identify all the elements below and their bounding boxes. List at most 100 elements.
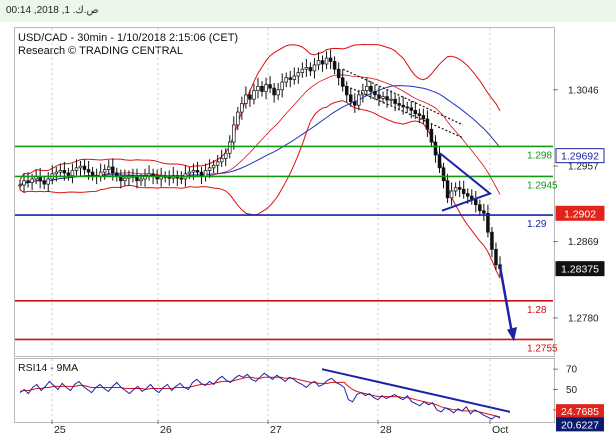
bollinger-lower-band (19, 100, 501, 279)
rsi-line (19, 372, 501, 420)
rsi-panel[interactable] (14, 358, 555, 423)
price-y-tick-label: 1.2869 (568, 237, 599, 248)
candle-body (308, 67, 313, 72)
candle-body (324, 57, 329, 65)
candle-body (18, 184, 22, 187)
candle-body (66, 172, 71, 176)
candle-body (207, 167, 212, 171)
candle-body (232, 124, 236, 143)
candle-body (111, 166, 115, 174)
candle-body (405, 106, 409, 109)
x-tick-label: 26 (160, 424, 172, 436)
candle-body (260, 85, 264, 92)
candle-body (90, 171, 95, 176)
candle-body (385, 96, 389, 101)
candle-body (365, 85, 369, 91)
candle-body (344, 85, 349, 96)
price-tag-label: 1.28375 (561, 264, 599, 276)
rsi-ma-line (19, 376, 501, 418)
x-tick-label: Oct (492, 424, 508, 436)
candle-body (187, 171, 192, 175)
candle-body (58, 170, 63, 173)
candle-body (474, 199, 478, 206)
candle-body (445, 180, 450, 199)
rsi-divergence-line (321, 368, 511, 413)
candle-body (191, 170, 196, 173)
price-tag (555, 261, 605, 277)
candle-body (292, 75, 297, 80)
top-bar: ص.ك. 1, 2018, 00:14 (0, 0, 616, 22)
rsi-value-tag-label: 24.7685 (561, 406, 599, 418)
moving-average-line (19, 85, 501, 186)
candle-body (312, 64, 317, 72)
candle-body (425, 118, 430, 130)
candle-body (389, 98, 393, 101)
candle-body (42, 180, 46, 185)
candle-body (244, 94, 248, 104)
candle-body (143, 175, 147, 180)
price-y-tick-label: 1.2957 (568, 162, 599, 173)
candle-body (288, 77, 293, 80)
candle-body (413, 110, 418, 115)
candle-body (227, 141, 232, 154)
candle-body (369, 85, 373, 92)
candle-body (494, 248, 498, 266)
candle-body (373, 91, 377, 96)
candle-body (353, 101, 357, 106)
candle-body (280, 81, 284, 91)
level-label: 1.2945 (527, 180, 558, 191)
rsi-y-tick-label: 70 (566, 365, 578, 376)
candle-body (30, 178, 34, 183)
candle-body (22, 180, 26, 186)
candle-body (264, 84, 268, 92)
candle-body (248, 94, 252, 100)
candle-body (377, 94, 381, 99)
candle-body (490, 231, 494, 250)
candle-body (54, 171, 59, 175)
candle-body (465, 193, 470, 197)
price-y-tick-label: 1.3046 (568, 85, 599, 96)
candle-body (409, 107, 414, 111)
candle-body (336, 68, 341, 79)
candle-body (421, 115, 426, 120)
channel-lower-line (342, 84, 464, 139)
candle-body (272, 87, 276, 96)
candle-body (86, 169, 91, 173)
candle-body (179, 177, 184, 180)
candle-body (304, 67, 309, 70)
price-tag (555, 148, 605, 164)
candle-body (70, 170, 75, 176)
x-tick-label: 28 (380, 424, 392, 436)
candle-body (328, 57, 333, 62)
candle-body (167, 176, 171, 179)
candle-body (381, 96, 385, 99)
x-tick-label: 27 (270, 424, 282, 436)
candle-body (453, 187, 458, 192)
candle-body (74, 167, 79, 171)
candle-body (429, 128, 434, 143)
projection-arrow-head (507, 326, 517, 342)
candle-body (437, 154, 442, 169)
candle-body (123, 177, 127, 182)
candle-body (256, 85, 260, 91)
candle-body (397, 103, 401, 106)
candle-body (332, 61, 337, 70)
candle-body (486, 212, 490, 233)
candle-body (276, 89, 280, 96)
candle-body (393, 98, 397, 104)
triangle-pattern (439, 152, 493, 212)
candle-body (26, 180, 30, 183)
rsi-value-tag-label: 20.6227 (561, 419, 599, 431)
candle-body (457, 187, 462, 190)
candle-body (240, 103, 244, 113)
header-date: ص.ك. 1, 2018, 00:14 (6, 5, 99, 16)
candle-body (401, 104, 405, 108)
candle-body (252, 90, 256, 100)
level-label: 1.298 (527, 150, 552, 161)
candle-body (236, 111, 240, 126)
candle-body (82, 165, 87, 170)
candle-body (147, 173, 151, 176)
rsi-value-tag (556, 417, 604, 432)
candle-body (316, 60, 321, 66)
candle-body (102, 169, 107, 173)
